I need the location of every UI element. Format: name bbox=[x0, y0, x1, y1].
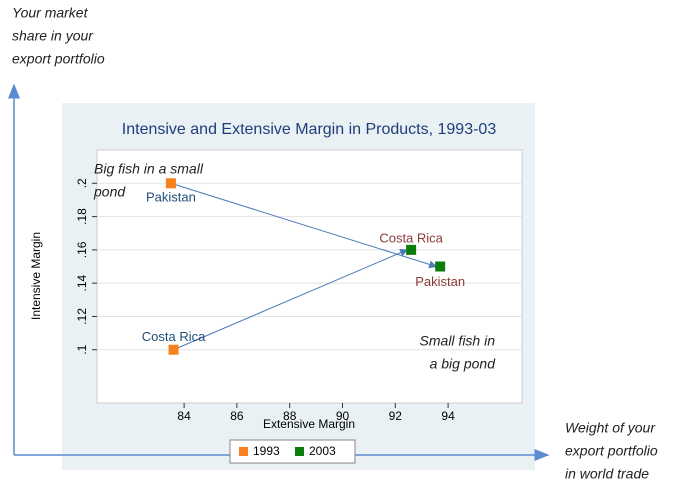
y-tick-label: .2 bbox=[75, 178, 89, 188]
y-tick-label: .14 bbox=[75, 274, 89, 291]
x-tick-label: 84 bbox=[177, 409, 191, 423]
x-tick-label: 90 bbox=[336, 409, 350, 423]
point bbox=[435, 261, 446, 272]
legend-swatch bbox=[295, 447, 304, 456]
annotation: in world trade bbox=[565, 466, 649, 482]
point-label: Pakistan bbox=[146, 190, 196, 205]
legend-swatch bbox=[239, 447, 248, 456]
legend-label: 1993 bbox=[253, 444, 280, 458]
annotation: Big fish in a small bbox=[94, 161, 204, 177]
point bbox=[406, 244, 417, 255]
annotation: share in your bbox=[12, 28, 94, 44]
y-tick-label: .12 bbox=[75, 308, 89, 325]
x-tick-label: 86 bbox=[230, 409, 244, 423]
point-label: Costa Rica bbox=[142, 329, 206, 344]
point bbox=[168, 344, 179, 355]
x-tick-label: 88 bbox=[283, 409, 297, 423]
y-tick-label: .18 bbox=[75, 208, 89, 225]
y-axis-label: Intensive Margin bbox=[29, 232, 43, 320]
legend-label: 2003 bbox=[309, 444, 336, 458]
annotation: Small fish in bbox=[420, 333, 496, 349]
annotation: Your market bbox=[12, 5, 89, 21]
plot-area bbox=[96, 149, 523, 404]
y-tick-label: .1 bbox=[75, 344, 89, 354]
legend bbox=[229, 439, 356, 464]
point-label: Costa Rica bbox=[379, 230, 443, 245]
chart-title: Intensive and Extensive Margin in Produc… bbox=[122, 121, 497, 138]
arrow bbox=[173, 248, 409, 351]
x-tick-label: 92 bbox=[389, 409, 403, 423]
annotation: export portfolio bbox=[12, 51, 105, 67]
annotation: a big pond bbox=[430, 356, 497, 372]
x-tick-label: 94 bbox=[441, 409, 455, 423]
annotation: export portfolio bbox=[565, 443, 658, 459]
arrow bbox=[170, 182, 438, 269]
x-axis-label: Extensive Margin bbox=[263, 417, 355, 431]
annotation: pond bbox=[93, 184, 126, 200]
point-label: Pakistan bbox=[415, 274, 465, 289]
point bbox=[165, 178, 176, 189]
annotation: Weight of your bbox=[565, 420, 656, 436]
y-tick-label: .16 bbox=[75, 241, 89, 258]
